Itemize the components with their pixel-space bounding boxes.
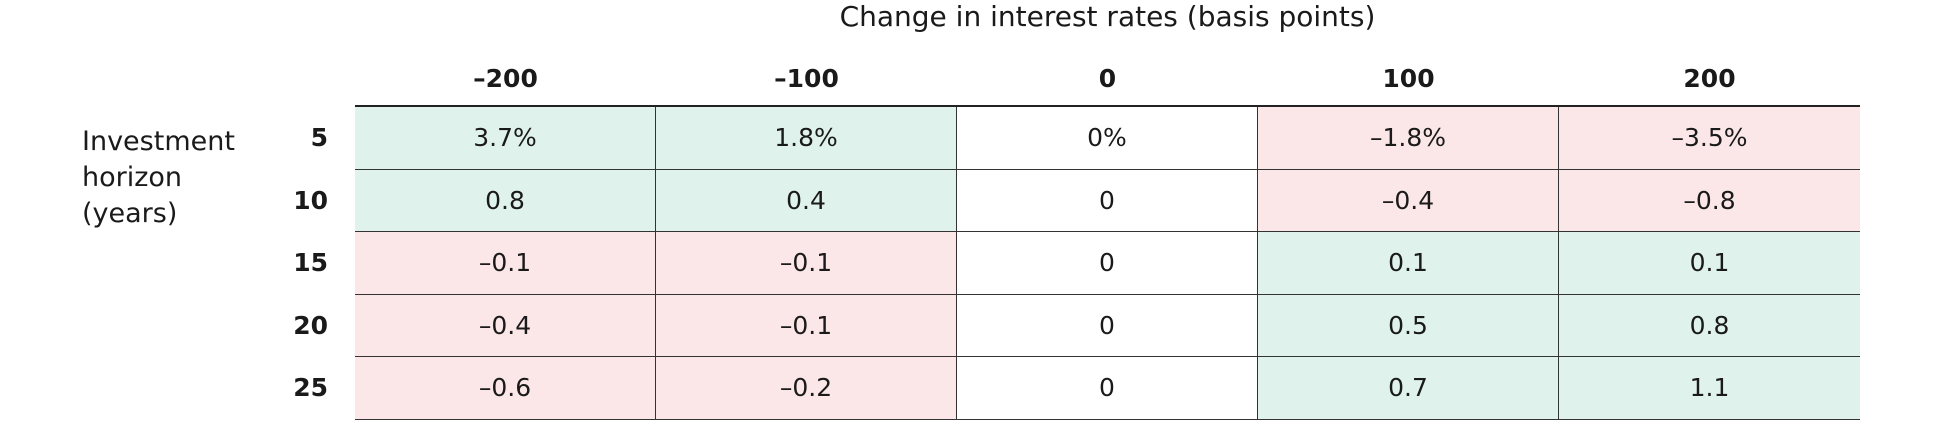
row-header: 25: [293, 373, 328, 403]
table-cell: 0.8: [355, 169, 656, 233]
table-cell: –3.5%: [1559, 107, 1860, 170]
row-header: 5: [310, 123, 328, 152]
row-axis-label-line: (years): [82, 198, 178, 229]
column-header: 200: [1683, 64, 1736, 93]
table-cell: –0.4: [1258, 169, 1559, 233]
table-cell: 0: [957, 294, 1258, 358]
table-cell: –0.1: [355, 232, 656, 295]
table-top-rule: [355, 105, 1860, 107]
column-header: 100: [1382, 64, 1435, 93]
table-cell: –0.2: [656, 357, 957, 420]
table-cell: 0%: [957, 107, 1258, 170]
row-axis-label-line: horizon: [82, 162, 183, 193]
column-header: –200: [473, 64, 538, 93]
table-cell: 1.1: [1559, 357, 1860, 420]
table-cell: –0.4: [355, 294, 656, 358]
table-cell: –0.1: [656, 294, 957, 358]
row-header: 10: [293, 185, 328, 215]
table-cell: 0.7: [1258, 357, 1559, 420]
table-cell: –0.1: [656, 232, 957, 295]
table-cell: –1.8%: [1258, 107, 1559, 170]
column-header: –100: [774, 64, 839, 93]
table-cell: 0.1: [1258, 232, 1559, 295]
table-cell: –0.8: [1559, 169, 1860, 233]
table-cell: 1.8%: [656, 107, 957, 170]
row-axis-label-line: Investment: [82, 126, 235, 157]
table-cell: –0.6: [355, 357, 656, 420]
chart-title: Change in interest rates (basis points): [839, 0, 1376, 33]
table-cell: 0.1: [1559, 232, 1860, 295]
column-header: 0: [1098, 64, 1117, 93]
table-cell: 0: [957, 169, 1258, 233]
row-header: 15: [293, 248, 328, 278]
row-axis-label: Investment horizon (years): [82, 124, 235, 232]
table-cell: 0: [957, 357, 1258, 420]
table-cell: 0.5: [1258, 294, 1559, 358]
table-cell: 0: [957, 232, 1258, 295]
table-cell: 0.8: [1559, 294, 1860, 358]
table-cell: 0.4: [656, 169, 957, 233]
table-cell: 3.7%: [355, 107, 656, 170]
row-header: 20: [293, 310, 328, 340]
